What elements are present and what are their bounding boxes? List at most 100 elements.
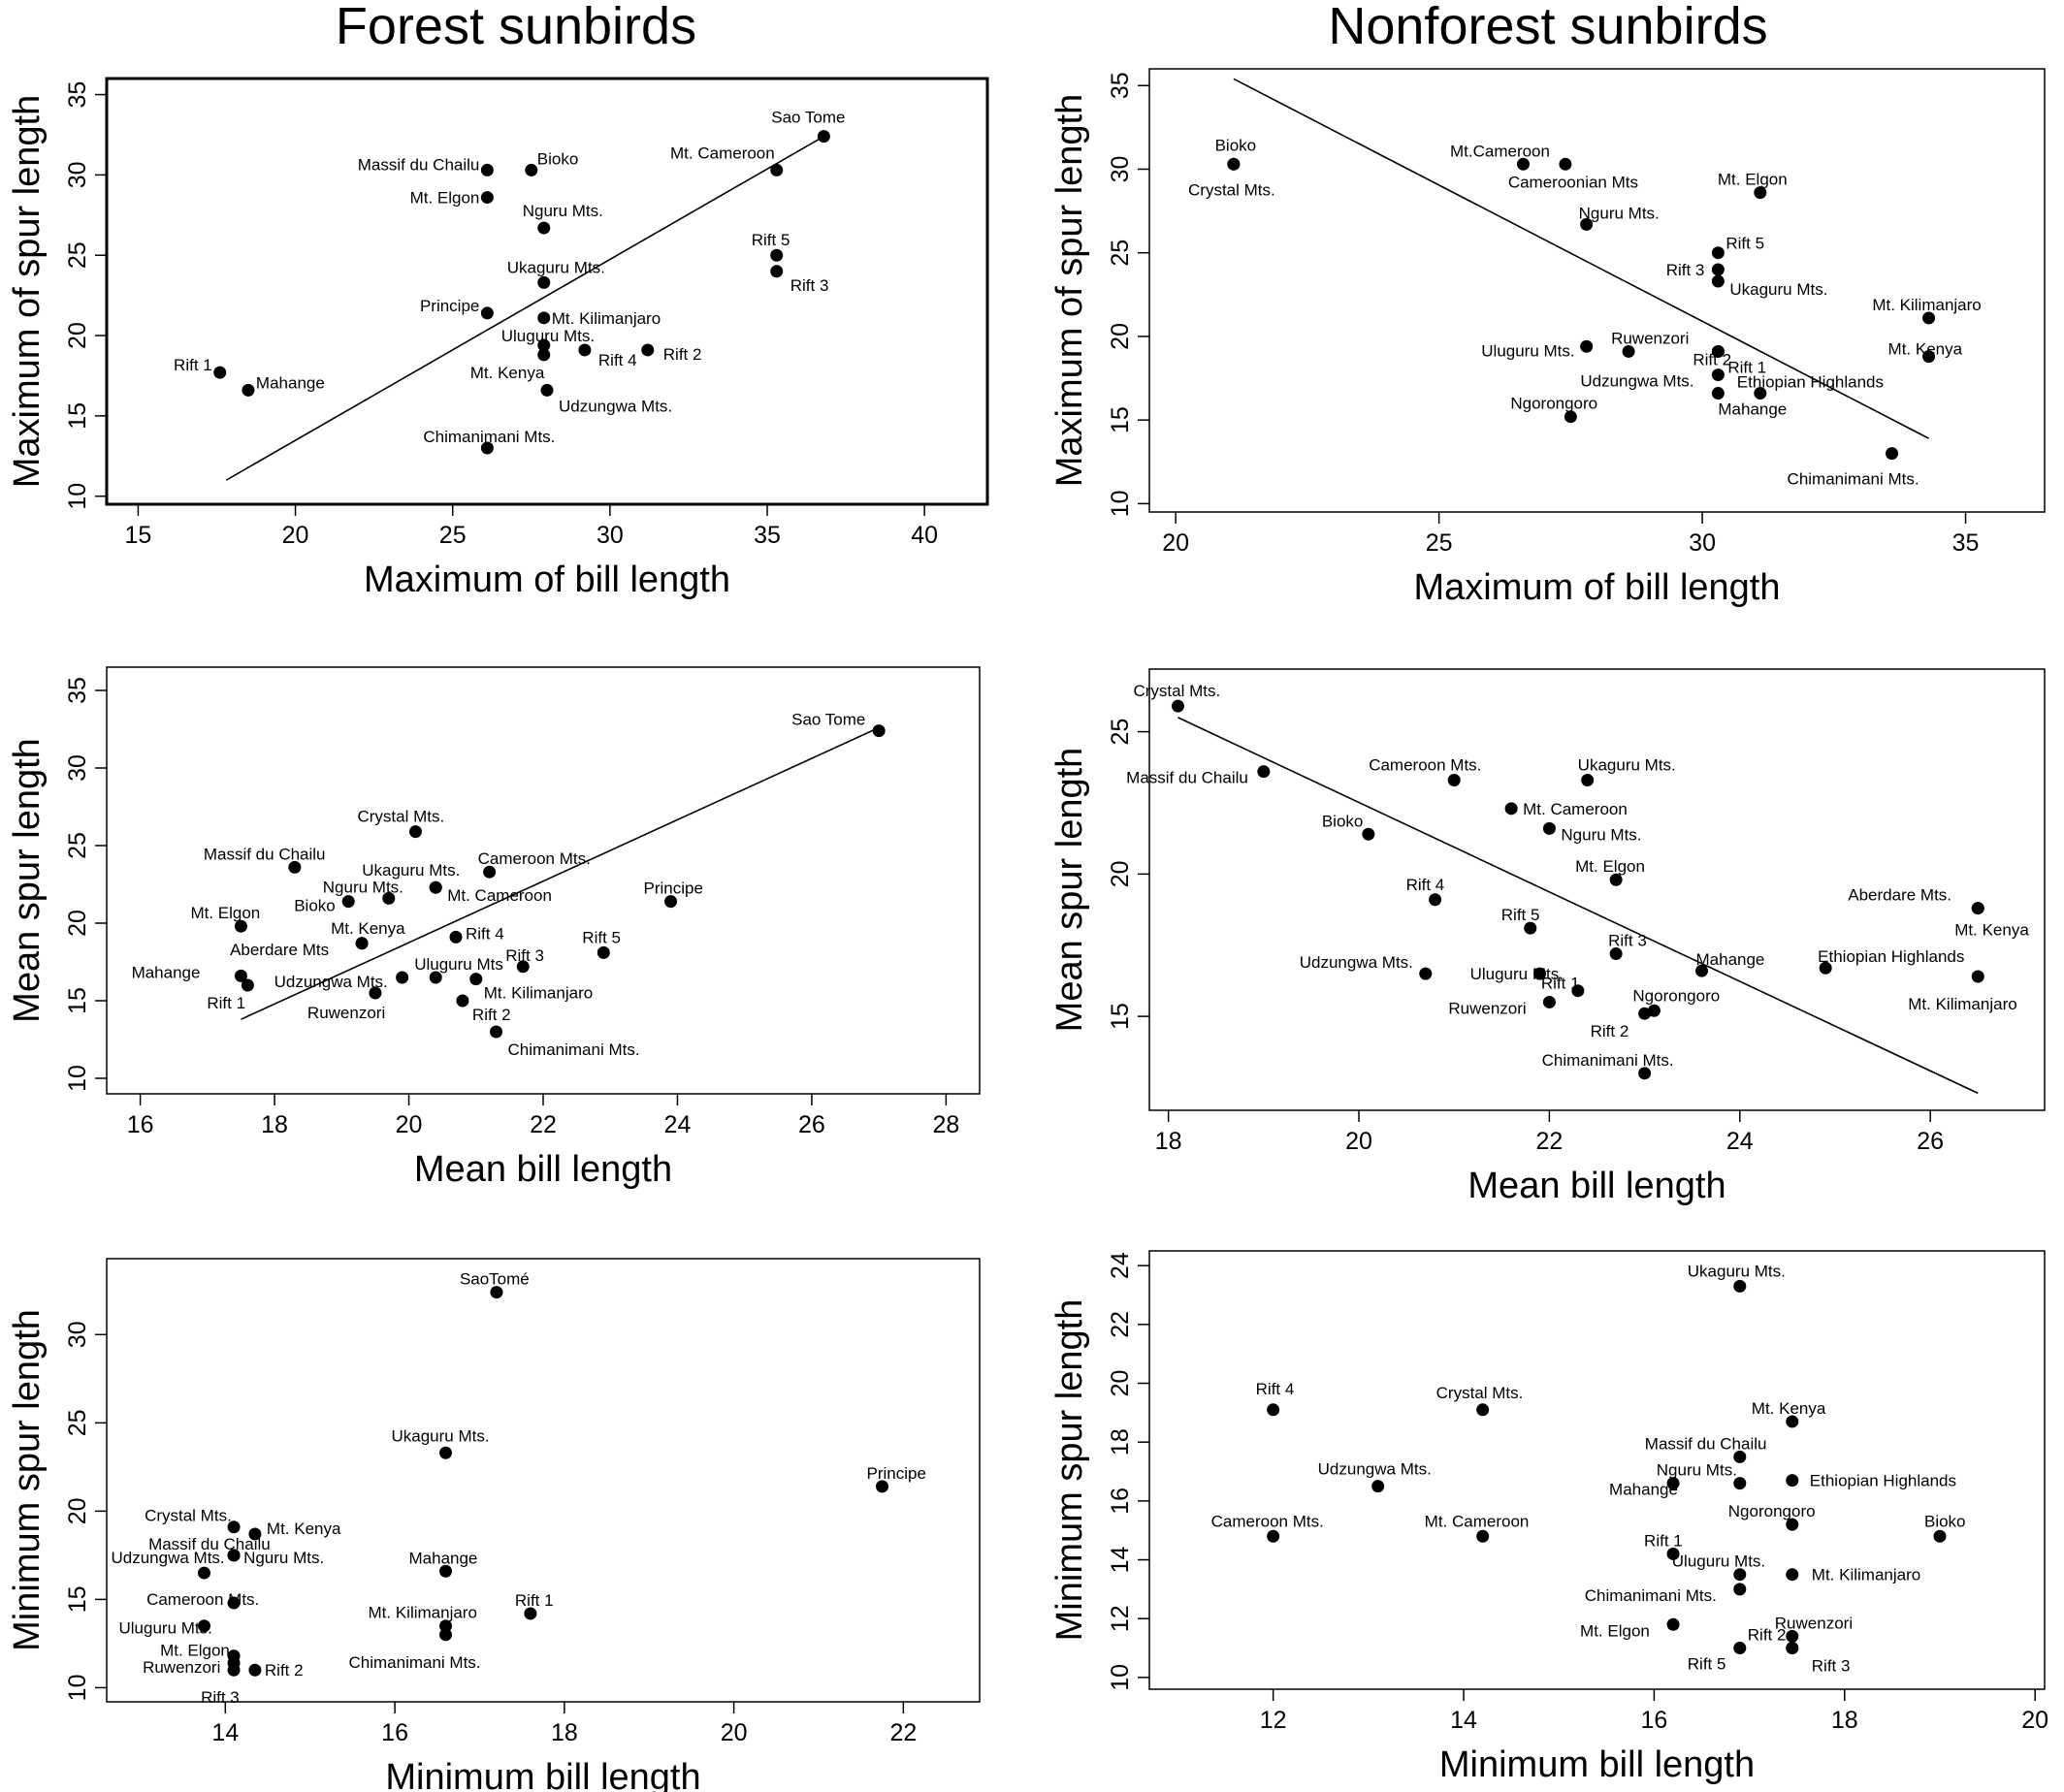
point-label: Mt. Elgon bbox=[410, 189, 480, 208]
point-label: Sao Tome bbox=[791, 711, 865, 729]
point-label: Principe bbox=[867, 1464, 926, 1483]
point-label: Mt. Elgon bbox=[160, 1642, 230, 1660]
point-label: Uluguru Mts. bbox=[501, 327, 595, 345]
point-label: Mt. Kenya bbox=[1752, 1399, 1826, 1418]
point-label: Udzungwa Mts. bbox=[111, 1549, 224, 1567]
data-point bbox=[1733, 1642, 1747, 1655]
x-tick-label: 25 bbox=[1426, 529, 1453, 557]
point-label: Aberdare Mts bbox=[230, 941, 329, 959]
point-label: Ukaguru Mts. bbox=[507, 258, 605, 276]
x-tick-label: 18 bbox=[1831, 1707, 1858, 1734]
point-label: Bioko bbox=[1322, 812, 1364, 830]
data-point bbox=[1429, 893, 1442, 907]
point-label: Mt.Cameroon bbox=[1450, 142, 1550, 160]
data-point bbox=[1564, 410, 1577, 424]
point-label: Ukaguru Mts. bbox=[1578, 755, 1676, 774]
data-point bbox=[1711, 368, 1725, 382]
data-point bbox=[1227, 157, 1241, 171]
point-label: Mt. Kilimanjaro bbox=[1908, 995, 2016, 1013]
point-label: Uluguru Mts. bbox=[1672, 1552, 1765, 1571]
data-point bbox=[876, 1480, 889, 1493]
point-label: Mt. Kilimanjaro bbox=[369, 1604, 477, 1622]
data-point bbox=[540, 383, 554, 397]
data-point bbox=[537, 221, 551, 235]
y-tick-label: 20 bbox=[64, 1497, 91, 1524]
data-point bbox=[490, 1286, 503, 1299]
point-label: Ukaguru Mts. bbox=[362, 861, 460, 880]
x-tick-label: 26 bbox=[798, 1111, 825, 1138]
data-point bbox=[1504, 802, 1518, 816]
point-label: Nguru Mts. bbox=[1657, 1461, 1737, 1480]
y-tick-label: 20 bbox=[1107, 860, 1134, 887]
y-tick-label: 20 bbox=[1107, 323, 1134, 350]
y-tick-label: 15 bbox=[1107, 1003, 1134, 1030]
point-label: SaoTomé bbox=[460, 1270, 530, 1289]
data-point bbox=[480, 191, 494, 205]
x-tick-label: 12 bbox=[1260, 1707, 1287, 1734]
data-point bbox=[1647, 1004, 1661, 1017]
data-point bbox=[234, 969, 247, 982]
point-label: Mt. Kilimanjaro bbox=[1872, 296, 1981, 314]
y-tick-label: 10 bbox=[64, 1065, 91, 1092]
point-label: Cameroonian Mts bbox=[1508, 173, 1638, 191]
x-tick-label: 20 bbox=[721, 1719, 748, 1746]
data-point bbox=[1786, 1629, 1799, 1643]
point-label: Rift 4 bbox=[598, 351, 637, 369]
point-label: Bioko bbox=[537, 149, 579, 168]
data-point bbox=[525, 163, 538, 176]
y-tick-label: 15 bbox=[64, 1585, 91, 1613]
data-point bbox=[1733, 1450, 1747, 1463]
data-point bbox=[248, 1527, 262, 1541]
data-point bbox=[1754, 186, 1767, 200]
data-point bbox=[1362, 827, 1375, 841]
data-point bbox=[1267, 1403, 1280, 1417]
y-tick-label: 15 bbox=[64, 402, 91, 430]
point-label: Rift 1 bbox=[1541, 975, 1580, 993]
data-point bbox=[1886, 447, 1899, 461]
data-point bbox=[439, 1564, 453, 1578]
point-label: Ukaguru Mts. bbox=[392, 1426, 490, 1445]
y-tick-label: 15 bbox=[64, 987, 91, 1014]
point-label: Udzungwa Mts. bbox=[274, 973, 388, 991]
data-point bbox=[439, 1628, 453, 1642]
data-point bbox=[1786, 1474, 1799, 1488]
point-label: Massif du Chailu bbox=[148, 1535, 271, 1553]
data-point bbox=[1533, 967, 1547, 980]
data-point bbox=[1524, 921, 1537, 935]
point-label: Crystal Mts. bbox=[1133, 682, 1220, 700]
x-axis-title: Mean bill length bbox=[414, 1149, 672, 1190]
point-label: Nguru Mts. bbox=[323, 878, 403, 896]
data-point bbox=[597, 945, 610, 959]
data-point bbox=[1171, 699, 1184, 713]
data-point bbox=[197, 1566, 210, 1580]
point-label: Rift 4 bbox=[1406, 876, 1445, 894]
point-label: Mt. Cameroon bbox=[670, 144, 775, 162]
data-point bbox=[1733, 1477, 1747, 1490]
x-tick-label: 28 bbox=[932, 1111, 959, 1138]
point-label: Ethiopian Highlands bbox=[1818, 947, 1964, 966]
data-point bbox=[1711, 263, 1725, 276]
point-label: Mahange bbox=[256, 373, 325, 392]
point-label: Mt. Kenya bbox=[331, 919, 405, 938]
point-label: Nguru Mts. bbox=[1561, 825, 1641, 844]
data-point bbox=[227, 1663, 241, 1677]
data-point bbox=[537, 338, 551, 352]
data-point bbox=[490, 1025, 503, 1039]
point-label: Cameroon Mts. bbox=[1369, 755, 1481, 774]
data-point bbox=[1580, 217, 1594, 231]
data-point bbox=[1257, 765, 1271, 779]
x-axis-title: Maximum of bill length bbox=[1413, 567, 1780, 608]
data-point bbox=[817, 130, 830, 144]
data-point bbox=[1476, 1529, 1490, 1543]
point-label: Bioko bbox=[1924, 1512, 1966, 1530]
point-label: Mt. Cameroon bbox=[1425, 1512, 1530, 1530]
data-point bbox=[382, 891, 396, 905]
point-label: Rift 3 bbox=[505, 946, 544, 965]
point-label: Mt. Cameroon bbox=[1523, 800, 1628, 818]
y-axis-title: Maximum of spur length bbox=[7, 95, 48, 489]
point-label: Ngorongoro bbox=[1510, 395, 1597, 413]
point-label: Massif du Chailu bbox=[1126, 769, 1248, 787]
point-label: Rift 3 bbox=[790, 276, 829, 295]
point-label: Cameroon Mts. bbox=[478, 849, 591, 868]
